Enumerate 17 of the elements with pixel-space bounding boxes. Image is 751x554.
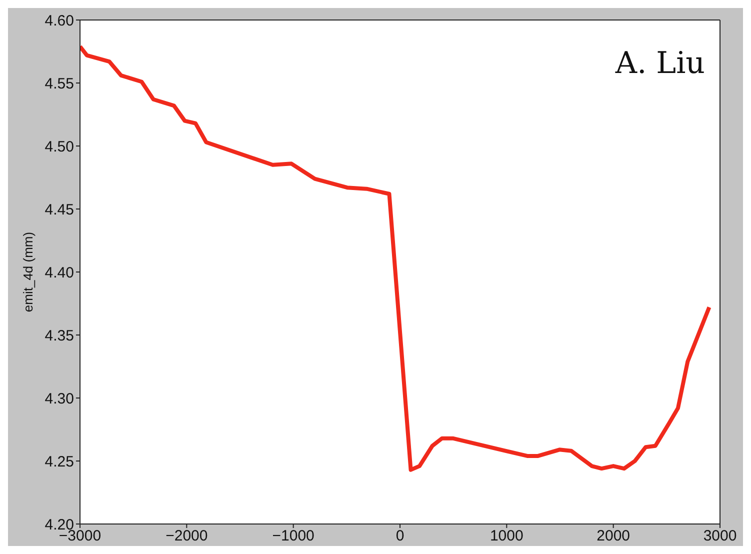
y-tick-label: 4.60 <box>44 12 74 30</box>
x-tick-label: 1000 <box>490 528 524 545</box>
y-tick-label: 4.55 <box>44 75 74 92</box>
y-tick-label: 4.50 <box>44 138 74 156</box>
x-tick-label: −1000 <box>272 528 314 545</box>
x-tick-label: 2000 <box>596 528 630 545</box>
y-tick-label: 4.25 <box>44 453 74 470</box>
x-tick-label: 0 <box>396 528 404 545</box>
y-tick-label: 4.35 <box>44 327 74 344</box>
y-axis-title: emit_4d (mm) <box>20 232 36 312</box>
y-tick-label: 4.40 <box>44 264 74 282</box>
x-tick-label: −2000 <box>166 528 208 545</box>
line-series <box>80 44 712 472</box>
y-tick-label: 4.30 <box>44 390 74 408</box>
y-tick-label: 4.45 <box>44 201 74 218</box>
annotation: A. Liu <box>615 46 705 81</box>
x-tick-label: 3000 <box>703 528 737 545</box>
